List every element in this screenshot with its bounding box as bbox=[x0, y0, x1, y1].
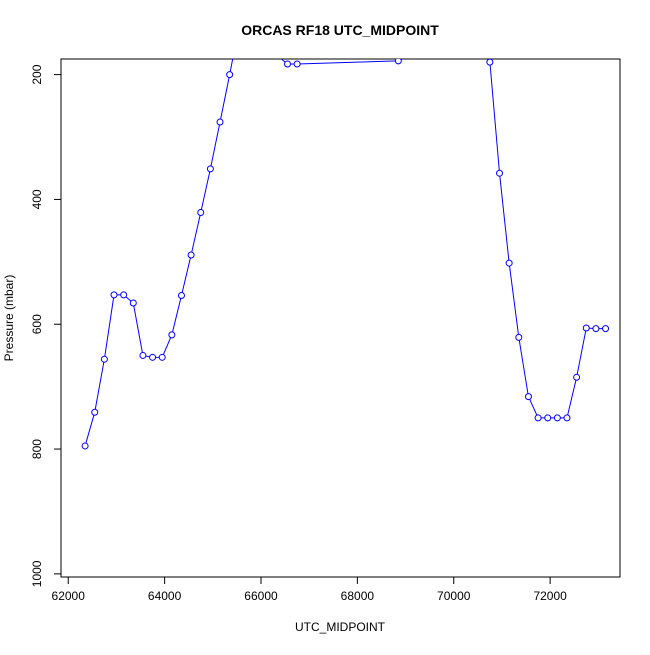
data-point bbox=[226, 71, 234, 79]
x-axis-label: UTC_MIDPOINT bbox=[295, 620, 386, 634]
y-tick-label: 1000 bbox=[30, 560, 44, 587]
data-point bbox=[524, 393, 532, 401]
x-tick-label: 68000 bbox=[341, 589, 375, 603]
data-point bbox=[81, 442, 89, 450]
data-point bbox=[602, 325, 610, 333]
data-point bbox=[544, 414, 552, 422]
data-point bbox=[206, 165, 214, 173]
data-point bbox=[505, 259, 513, 267]
y-axis: 200 400 600 800 1000 bbox=[30, 64, 61, 587]
x-axis: 62000 64000 66000 68000 70000 72000 bbox=[52, 577, 567, 603]
series-line bbox=[84, 59, 606, 447]
data-point bbox=[293, 60, 301, 68]
x-tick-label: 62000 bbox=[52, 589, 86, 603]
y-axis-label: Pressure (mbar) bbox=[2, 275, 16, 362]
data-point bbox=[177, 292, 185, 300]
data-point bbox=[197, 209, 205, 217]
x-tick-label: 64000 bbox=[148, 589, 182, 603]
data-point bbox=[149, 353, 157, 361]
y-tick-label: 800 bbox=[30, 439, 44, 459]
data-point bbox=[486, 59, 494, 66]
data-point bbox=[216, 118, 224, 126]
data-point bbox=[534, 414, 542, 422]
chart-title: ORCAS RF18 UTC_MIDPOINT bbox=[241, 22, 439, 38]
data-point bbox=[592, 325, 600, 333]
data-point bbox=[187, 251, 195, 259]
data-point bbox=[394, 59, 402, 65]
data-point bbox=[515, 333, 523, 341]
data-point bbox=[496, 169, 504, 177]
data-point bbox=[563, 414, 571, 422]
data-point bbox=[139, 351, 147, 359]
data-point bbox=[120, 291, 128, 299]
data-point bbox=[110, 291, 118, 299]
data-point bbox=[553, 414, 561, 422]
data-point bbox=[283, 60, 291, 68]
y-tick-label: 600 bbox=[30, 314, 44, 334]
plot-frame bbox=[60, 58, 621, 578]
x-tick-label: 66000 bbox=[244, 589, 278, 603]
y-tick-label: 400 bbox=[30, 189, 44, 209]
x-tick-label: 70000 bbox=[437, 589, 471, 603]
data-point bbox=[582, 324, 590, 332]
series-layer bbox=[81, 59, 610, 450]
data-point bbox=[573, 373, 581, 381]
data-point bbox=[91, 408, 99, 416]
data-point bbox=[168, 331, 176, 339]
y-tick-label: 200 bbox=[30, 64, 44, 84]
data-point bbox=[158, 353, 166, 361]
data-point bbox=[129, 299, 137, 307]
data-point bbox=[100, 355, 108, 363]
x-tick-label: 72000 bbox=[533, 589, 567, 603]
